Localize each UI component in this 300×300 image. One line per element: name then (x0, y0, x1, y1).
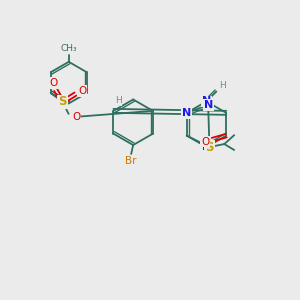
Text: O: O (78, 86, 87, 96)
Text: N: N (182, 108, 191, 118)
Text: O: O (50, 78, 58, 88)
Text: H: H (115, 97, 122, 106)
Text: N: N (202, 142, 211, 152)
Text: O: O (201, 136, 209, 147)
Text: N: N (203, 100, 213, 110)
Text: N: N (202, 97, 211, 106)
Text: S: S (205, 140, 214, 154)
Text: Br: Br (125, 156, 137, 166)
Text: S: S (58, 95, 67, 108)
Text: O: O (72, 112, 81, 122)
Text: H: H (219, 81, 226, 90)
Text: CH₃: CH₃ (60, 44, 77, 53)
